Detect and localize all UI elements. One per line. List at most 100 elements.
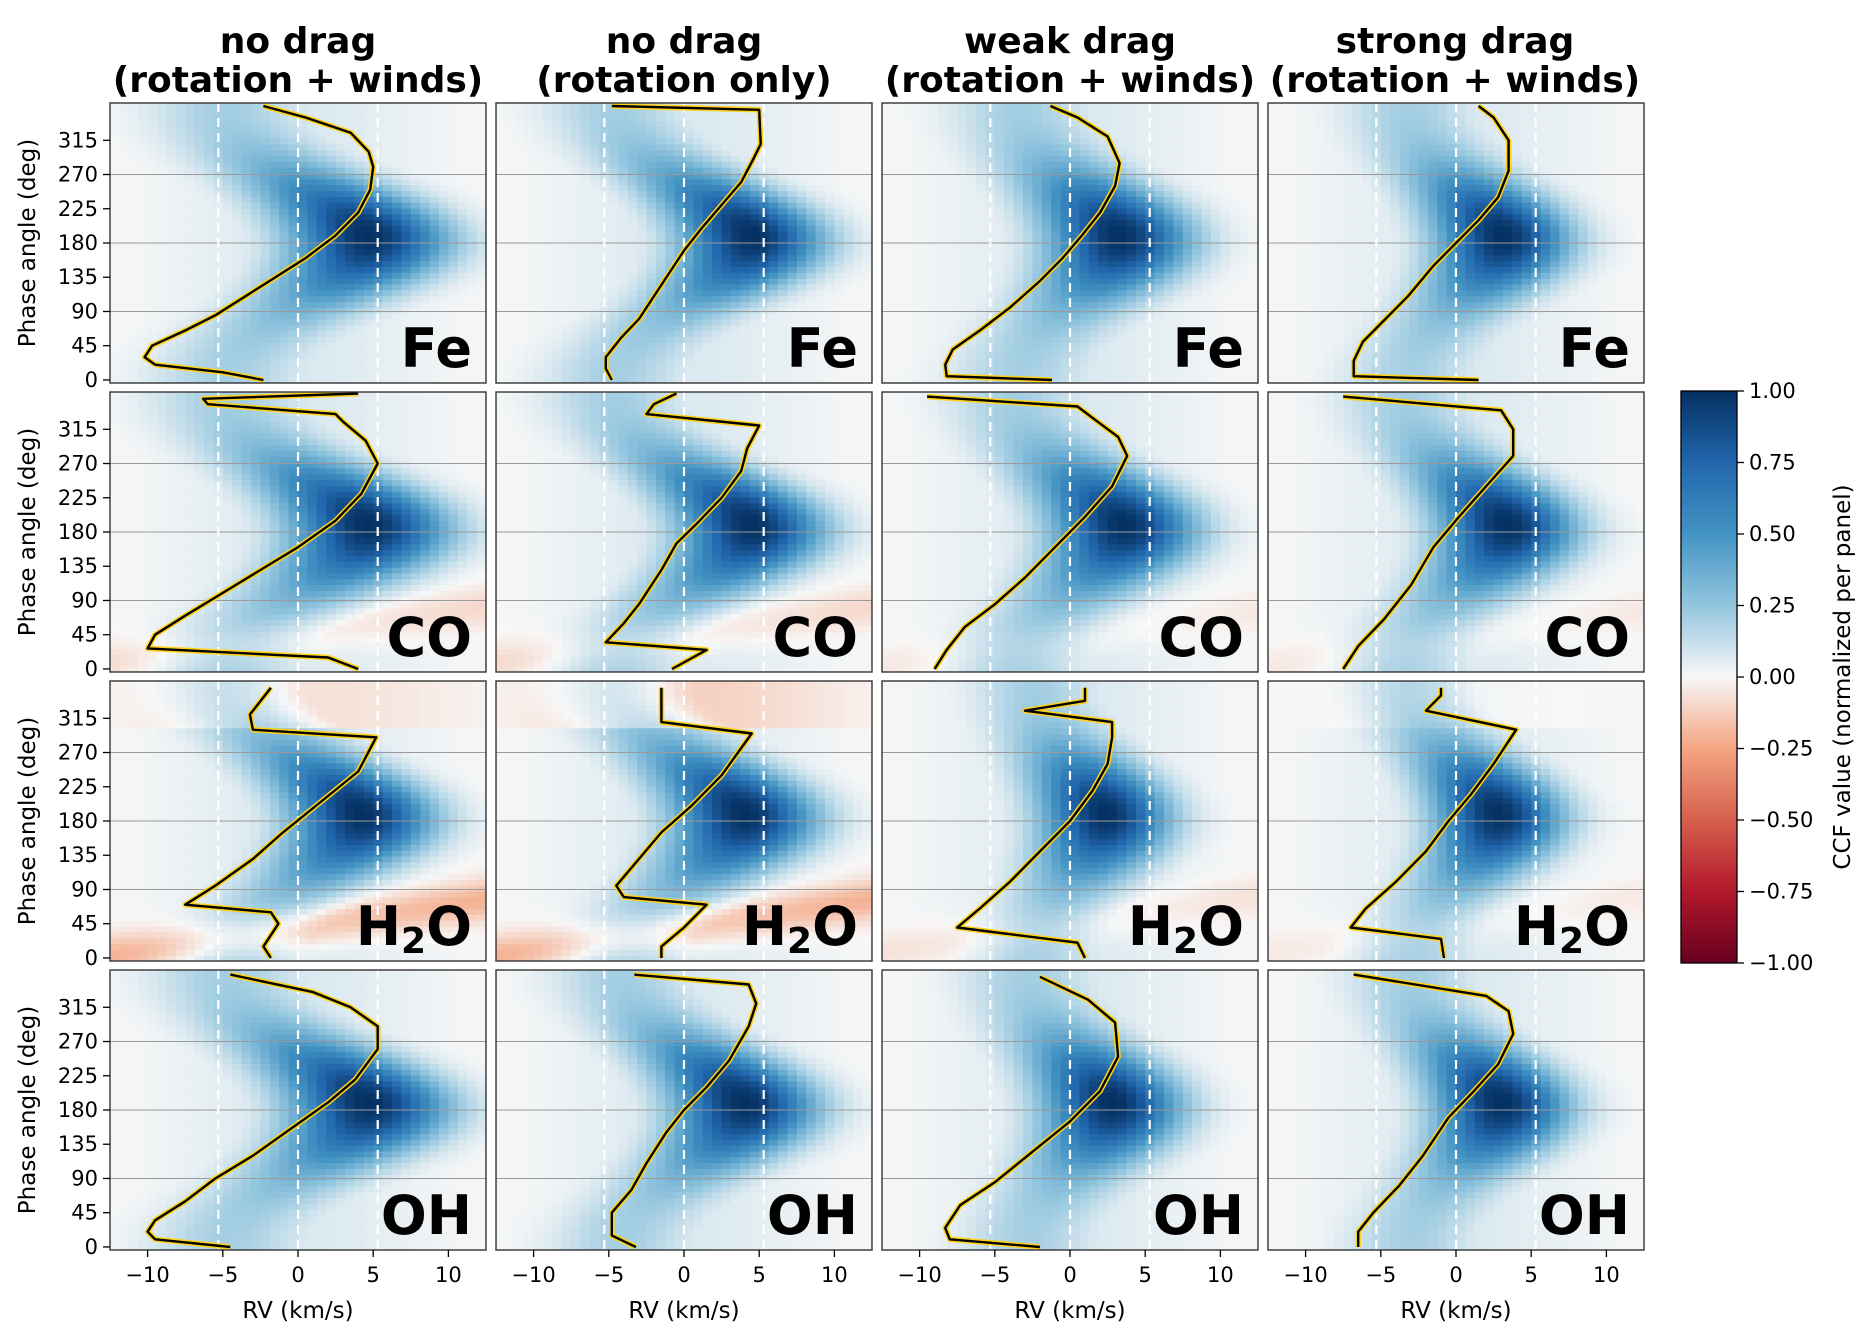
- heat-cell: [590, 190, 600, 197]
- heat-cell: [269, 295, 280, 302]
- heat-cell: [731, 126, 741, 133]
- heat-cell: [787, 219, 798, 227]
- heat-cell: [957, 324, 968, 332]
- heat-cell: [524, 336, 535, 343]
- heat-cell: [740, 371, 751, 378]
- heat-cell: [1201, 260, 1212, 267]
- heat-cell: [119, 167, 130, 174]
- heat-cell: [194, 231, 205, 238]
- heat-cell: [815, 237, 826, 244]
- heat-cell: [429, 260, 440, 267]
- heat-cell: [721, 313, 732, 320]
- heat-cell: [410, 272, 421, 279]
- heat-cell: [1229, 377, 1240, 383]
- heat-cell: [251, 336, 261, 343]
- heat-cell: [157, 108, 167, 116]
- heat-cell: [316, 132, 327, 139]
- heat-cell: [702, 365, 713, 372]
- heat-cell: [843, 365, 854, 372]
- heat-cell: [655, 231, 666, 238]
- heat-cell: [354, 365, 365, 372]
- heat-cell: [561, 278, 572, 285]
- heat-cell: [204, 208, 214, 215]
- heat-cell: [251, 231, 261, 238]
- heat-cell: [882, 248, 892, 256]
- heat-cell: [731, 103, 741, 110]
- heat-cell: [1013, 324, 1024, 332]
- heat-cell: [232, 173, 243, 180]
- heat-cell: [994, 353, 1005, 361]
- heat-cell: [580, 330, 591, 337]
- heat-cell: [279, 237, 290, 244]
- heat-cell: [1182, 260, 1193, 267]
- heat-cell: [251, 324, 261, 332]
- heat-cell: [843, 278, 854, 285]
- heat-cell: [1032, 371, 1043, 378]
- heat-cell: [1239, 231, 1250, 238]
- heat-cell: [693, 202, 704, 209]
- heat-cell: [637, 149, 647, 157]
- heat-cell: [410, 114, 421, 122]
- heat-cell: [825, 126, 835, 133]
- heat-cell: [514, 103, 525, 110]
- heat-cell: [392, 359, 402, 367]
- heat-cell: [910, 330, 921, 337]
- heat-cell: [665, 237, 676, 244]
- heat-cell: [448, 213, 459, 221]
- heat-cell: [496, 359, 506, 367]
- heat-cell: [363, 313, 374, 320]
- heat-cell: [693, 254, 704, 262]
- heat-cell: [138, 254, 149, 262]
- heat-cell: [420, 143, 431, 151]
- heat-cell: [429, 313, 440, 320]
- heat-cell: [900, 237, 911, 244]
- heat-cell: [721, 161, 732, 168]
- heat-cell: [1229, 289, 1240, 297]
- heat-cell: [467, 359, 478, 367]
- heat-cell: [326, 213, 337, 221]
- heat-cell: [288, 336, 299, 343]
- heat-cell: [580, 167, 591, 174]
- heat-cell: [834, 120, 845, 127]
- heat-cell: [524, 138, 535, 145]
- heat-cell: [260, 120, 271, 127]
- heat-cell: [637, 371, 647, 378]
- heat-cell: [580, 149, 591, 157]
- heat-cell: [796, 173, 807, 180]
- heat-cell: [825, 243, 835, 250]
- heat-cell: [335, 295, 346, 302]
- heat-cell: [392, 377, 402, 383]
- heat-cell: [420, 353, 431, 361]
- heat-cell: [891, 231, 902, 238]
- heat-cell: [1201, 254, 1212, 262]
- heat-cell: [815, 330, 826, 337]
- heat-cell: [1135, 278, 1146, 285]
- heat-cell: [1041, 283, 1052, 291]
- heat-cell: [476, 342, 486, 349]
- heat-cell: [251, 342, 261, 349]
- heat-cell: [457, 161, 468, 168]
- heat-cell: [655, 377, 666, 383]
- heat-cell: [363, 114, 374, 122]
- heat-cell: [731, 161, 741, 168]
- heat-cell: [740, 190, 751, 197]
- heat-cell: [345, 237, 355, 244]
- heat-cell: [401, 342, 412, 349]
- heat-cell: [853, 272, 864, 279]
- heat-cell: [429, 377, 440, 383]
- heat-cell: [768, 377, 779, 383]
- heat-cell: [740, 248, 751, 256]
- heat-cell: [815, 324, 826, 332]
- heat-cell: [618, 254, 629, 262]
- heat-cell: [768, 196, 779, 203]
- heat-cell: [1229, 272, 1240, 279]
- heat-cell: [731, 208, 741, 215]
- heat-cell: [1060, 219, 1071, 227]
- heat-cell: [298, 149, 308, 157]
- heat-cell: [1013, 336, 1024, 343]
- heat-cell: [702, 348, 713, 355]
- heat-cell: [457, 254, 468, 262]
- column-title-2-line-2: (rotation only): [536, 60, 832, 101]
- heat-cell: [834, 178, 845, 186]
- heat-cell: [204, 103, 214, 110]
